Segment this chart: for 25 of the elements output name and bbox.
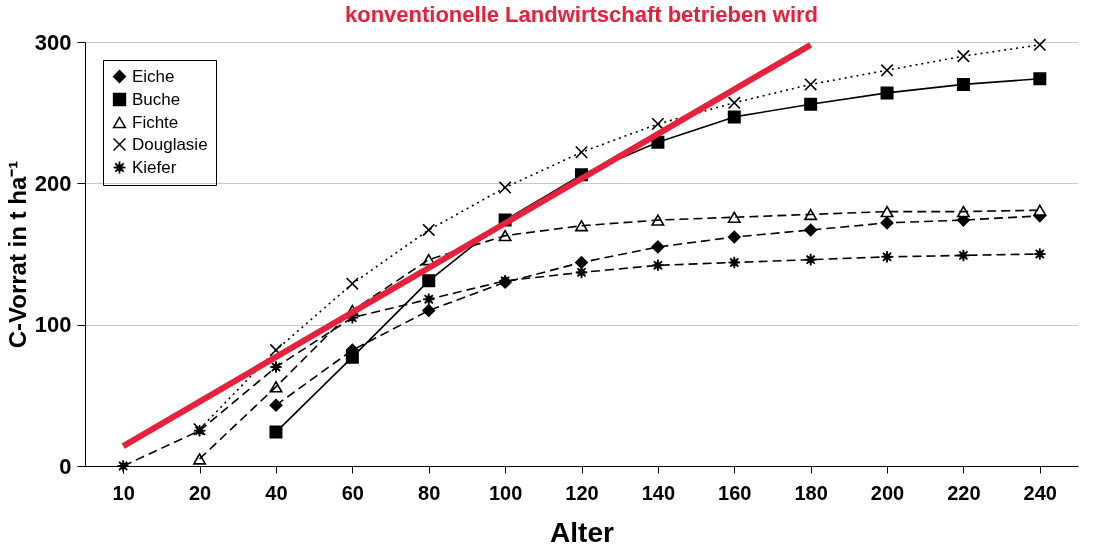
legend-label: Kiefer xyxy=(132,157,177,177)
x-tick-label: 120 xyxy=(565,481,599,504)
x-tick-label: 100 xyxy=(488,481,523,504)
legend-label: Eiche xyxy=(132,66,175,86)
x-tick-label: 240 xyxy=(1023,481,1057,504)
x-tick-label: 140 xyxy=(641,481,676,504)
legend-label: Fichte xyxy=(132,112,179,132)
x-tick-label: 20 xyxy=(188,481,212,504)
chart-title: konventionelle Landwirtschaft betrieben wird xyxy=(344,2,819,27)
x-tick-label: 180 xyxy=(794,481,828,504)
x-axis-title: Alter xyxy=(550,516,614,548)
x-tick-label: 60 xyxy=(341,481,364,504)
y-tick-label: 100 xyxy=(34,312,72,338)
x-tick-label: 80 xyxy=(418,481,441,504)
x-tick-label: 220 xyxy=(947,481,981,504)
legend-label: Buche xyxy=(132,89,181,109)
x-tick-label: 200 xyxy=(870,481,905,504)
x-tick-label: 10 xyxy=(112,481,135,504)
y-tick-label: 300 xyxy=(34,29,72,55)
y-axis-title: C-Vorrat in t ha⁻¹ xyxy=(3,160,31,349)
y-tick-label: 0 xyxy=(59,453,72,479)
x-tick-label: 160 xyxy=(718,481,752,504)
x-tick-label: 40 xyxy=(265,481,288,504)
legend-label: Douglasie xyxy=(132,134,208,154)
y-tick-label: 200 xyxy=(34,170,72,196)
